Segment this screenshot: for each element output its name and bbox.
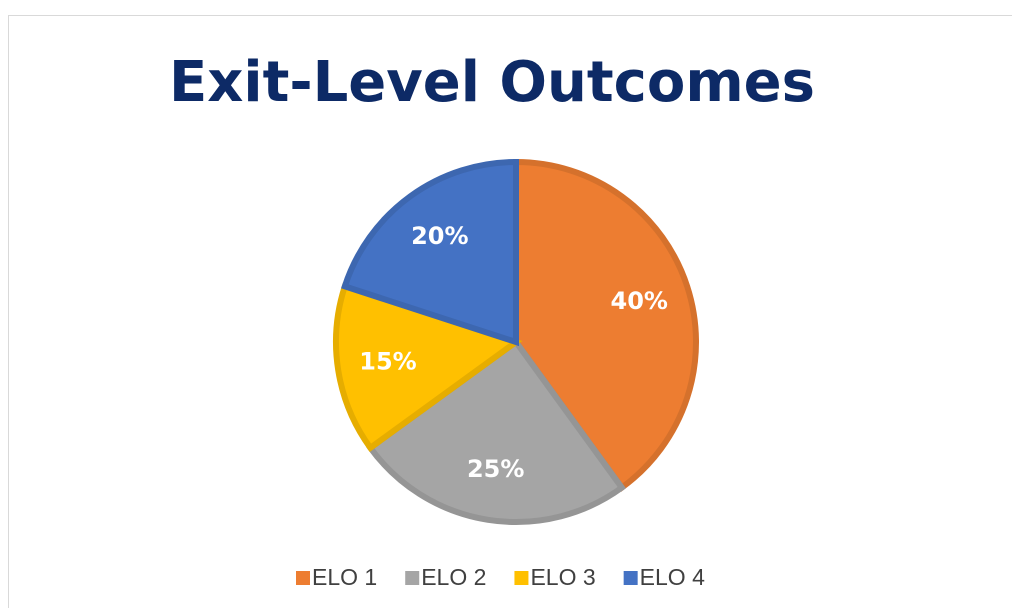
legend-label: ELO 1 <box>312 564 377 590</box>
legend-swatch <box>514 571 529 585</box>
data-label: 15% <box>359 347 416 375</box>
pie-slice <box>513 158 699 492</box>
data-label: 20% <box>411 222 468 250</box>
chart-title: Exit-Level Outcomes <box>169 50 815 115</box>
pie-slice <box>366 337 626 525</box>
legend-label: ELO 3 <box>530 564 595 590</box>
legend-label: ELO 4 <box>640 564 705 590</box>
pie-slice <box>341 158 519 347</box>
pie-slice <box>333 282 523 452</box>
legend-swatch <box>296 571 310 585</box>
legend-swatch <box>405 571 420 585</box>
data-label: 40% <box>611 287 668 315</box>
data-label: 25% <box>467 455 524 483</box>
legend-swatch <box>623 571 638 585</box>
legend-label: ELO 2 <box>421 564 486 590</box>
